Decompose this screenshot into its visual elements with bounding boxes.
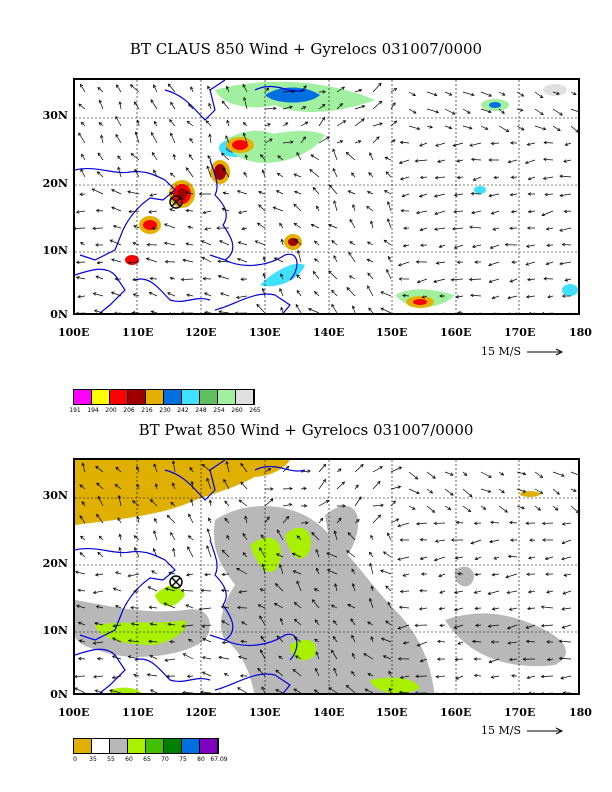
panel1-gridlines xyxy=(75,80,578,313)
panel2-colorbar-swatch xyxy=(200,739,218,753)
storm-center-marker-icon xyxy=(169,195,183,209)
panel1-scale-text: 15 M/S xyxy=(481,345,521,358)
panel2-colorbar-swatch xyxy=(74,739,92,753)
panel2-colorbar-swatch xyxy=(146,739,164,753)
panel1-colorbar-labels: 191 194 200 206 216 230 242 248 254 260 265 xyxy=(66,407,264,414)
panel2-lon-label-100e: 100E xyxy=(58,706,90,719)
panel2-colorbar-label: 75 xyxy=(179,756,187,763)
panel1-lat-label-0n: 0N xyxy=(50,308,68,321)
panel1-map-svg xyxy=(75,80,578,313)
panel2-colorbar-labels: 0 35 55 60 65 70 75 80 67.09 xyxy=(66,756,228,763)
panel1-lat-label-30n: 30N xyxy=(42,109,68,122)
panel1-lon-label-100e: 100E xyxy=(58,326,90,339)
panel1-coastlines xyxy=(75,80,306,313)
scale-arrow-icon xyxy=(526,348,563,356)
panel2-scale-text: 15 M/S xyxy=(481,724,521,737)
panel1-colorbar-label: 254 xyxy=(213,407,225,414)
panel2-colorbar-label: 80 xyxy=(197,756,205,763)
panel1-lat-label-10n: 10N xyxy=(42,244,68,257)
panel1-lon-label-180: 180 xyxy=(569,326,592,339)
panel2-lon-label-150e: 150E xyxy=(376,706,408,719)
panel2-lon-label-130e: 130E xyxy=(249,706,281,719)
panel2-lat-label-0n: 0N xyxy=(50,688,68,701)
panel2-lat-label-20n: 20N xyxy=(42,557,68,570)
panel1-colorbar-label: 191 xyxy=(69,407,81,414)
panel2-colorbar-label: 60 xyxy=(125,756,133,763)
panel1-lon-label-140e: 140E xyxy=(313,326,345,339)
panel1-colorbar-swatch xyxy=(200,390,218,404)
panel1-lon-label-160e: 160E xyxy=(440,326,472,339)
panel2-colorbar xyxy=(73,738,219,754)
panel1-colorbar-swatch xyxy=(128,390,146,404)
panel1-colorbar-label: 242 xyxy=(177,407,189,414)
panel2-lon-label-180: 180 xyxy=(569,706,592,719)
panel1-lon-label-120e: 120E xyxy=(185,326,217,339)
panel2-title: BT Pwat 850 Wind + Gyrelocs 031007/0000 xyxy=(138,421,474,439)
panel1-colorbar-swatch xyxy=(146,390,164,404)
panel1-colorbar-label: 216 xyxy=(141,407,153,414)
panel2-colorbar-label: 67.09 xyxy=(210,756,228,763)
storm-center-marker-icon xyxy=(169,575,183,589)
panel2-colorbar-swatch xyxy=(92,739,110,753)
panel2-wind-vectors xyxy=(75,460,578,693)
panel1-lon-label-170e: 170E xyxy=(504,326,536,339)
panel2-colorbar-swatch xyxy=(164,739,182,753)
panel1-lon-label-150e: 150E xyxy=(376,326,408,339)
panel1-scale-label: 15 M/S xyxy=(481,345,565,358)
panel2-lon-label-120e: 120E xyxy=(185,706,217,719)
panel1-colorbar-swatch xyxy=(92,390,110,404)
panel1-colorbar-label: 248 xyxy=(195,407,207,414)
panel2-map xyxy=(73,458,580,695)
panel2-colorbar-label: 70 xyxy=(161,756,169,763)
panel2-colorbar-label: 0 xyxy=(73,756,77,763)
panel2-lon-label-170e: 170E xyxy=(504,706,536,719)
panel2-scale-label: 15 M/S xyxy=(481,724,565,737)
panel1-colorbar-swatch xyxy=(110,390,128,404)
panel1-colorbar-label: 230 xyxy=(159,407,171,414)
panel1-lon-label-110e: 110E xyxy=(122,326,154,339)
panel1-wind-vectors xyxy=(75,82,578,313)
panel1-colorbar-label: 200 xyxy=(105,407,117,414)
panel1-lon-label-130e: 130E xyxy=(249,326,281,339)
panel1-colorbar-swatch xyxy=(74,390,92,404)
panel1-cloud-shading xyxy=(125,81,578,308)
panel2-lon-label-140e: 140E xyxy=(313,706,345,719)
panel1-map xyxy=(73,78,580,315)
panel1-colorbar-swatch xyxy=(236,390,254,404)
panel2-pwat-shading xyxy=(75,460,566,693)
panel2-coastlines xyxy=(75,460,306,693)
panel2-colorbar-label: 35 xyxy=(89,756,97,763)
panel2-colorbar-swatch xyxy=(110,739,128,753)
panel2-lat-label-30n: 30N xyxy=(42,489,68,502)
scale-arrow-icon xyxy=(526,727,563,735)
panel2-colorbar-label: 55 xyxy=(107,756,115,763)
panel2-map-svg xyxy=(75,460,578,693)
panel2-colorbar-swatch xyxy=(182,739,200,753)
panel1-colorbar-label: 265 xyxy=(249,407,261,414)
panel1-colorbar-label: 260 xyxy=(231,407,243,414)
panel2-lon-label-160e: 160E xyxy=(440,706,472,719)
panel2-gridlines xyxy=(75,460,578,693)
panel2-lon-label-110e: 110E xyxy=(122,706,154,719)
panel1-colorbar-label: 194 xyxy=(87,407,99,414)
panel1-colorbar-swatch xyxy=(218,390,236,404)
panel2-colorbar-swatch xyxy=(128,739,146,753)
panel1-colorbar xyxy=(73,389,255,405)
panel1-colorbar-swatch xyxy=(182,390,200,404)
panel2-colorbar-label: 65 xyxy=(143,756,151,763)
panel1-title: BT CLAUS 850 Wind + Gyrelocs 031007/0000 xyxy=(129,40,483,58)
panel1-colorbar-swatch xyxy=(164,390,182,404)
panel1-lat-label-20n: 20N xyxy=(42,177,68,190)
panel1-colorbar-label: 206 xyxy=(123,407,135,414)
panel2-lat-label-10n: 10N xyxy=(42,624,68,637)
